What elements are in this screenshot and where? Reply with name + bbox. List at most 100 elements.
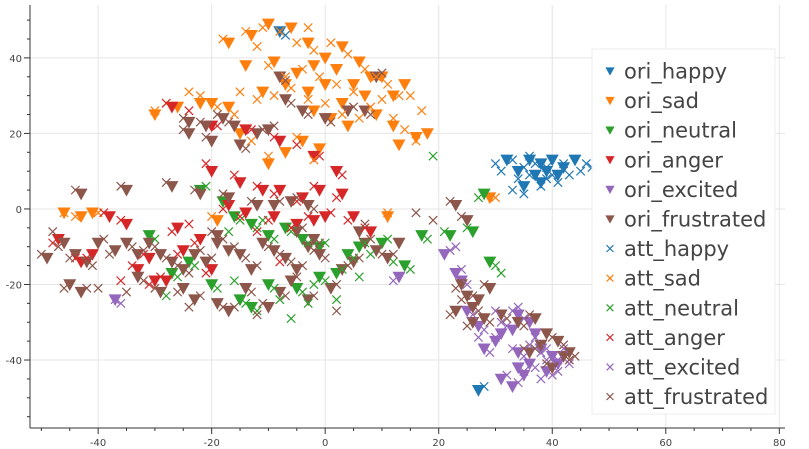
point-att-sad <box>411 136 421 146</box>
point-att-frustrated <box>519 321 529 331</box>
point-ori-frustrated <box>120 184 134 197</box>
point-att-excited <box>502 370 512 380</box>
point-ori-sad <box>261 158 275 171</box>
point-att-neutral <box>252 223 262 233</box>
point-att-sad <box>292 38 302 48</box>
point-att-sad <box>258 23 268 33</box>
point-att-frustrated <box>246 287 257 297</box>
series-ori-frustrated <box>40 71 576 375</box>
point-att-happy <box>530 159 540 169</box>
point-ori-neutral <box>205 279 219 291</box>
point-att-neutral <box>235 215 245 225</box>
point-ori-neutral <box>375 237 389 250</box>
point-att-frustrated <box>297 223 308 233</box>
point-ori-happy <box>545 154 559 167</box>
series-att-frustrated <box>36 68 580 369</box>
point-ori-sad <box>222 37 236 50</box>
point-att-excited <box>451 242 461 252</box>
point-ori-neutral <box>290 283 304 295</box>
point-ori-frustrated <box>256 237 270 250</box>
point-ori-frustrated <box>182 128 196 140</box>
point-ori-sad <box>284 22 298 35</box>
point-ori-excited <box>528 328 542 341</box>
point-att-neutral <box>422 234 432 244</box>
point-att-neutral <box>405 264 415 274</box>
point-ori-neutral <box>398 260 412 273</box>
point-att-frustrated <box>252 310 262 320</box>
point-ori-frustrated <box>301 199 315 212</box>
legend-box <box>591 48 776 415</box>
point-ori-frustrated <box>210 237 224 250</box>
point-att-neutral <box>229 276 239 286</box>
point-ori-excited <box>511 347 525 359</box>
point-att-frustrated <box>116 181 126 191</box>
point-ori-neutral <box>142 230 156 242</box>
point-ori-frustrated <box>239 283 253 295</box>
point-ori-frustrated <box>193 188 207 201</box>
point-att-frustrated <box>241 143 251 154</box>
point-att-sad <box>490 192 501 203</box>
point-att-excited <box>110 294 120 305</box>
point-ori-excited <box>494 328 508 341</box>
point-ori-frustrated <box>301 241 315 254</box>
point-att-happy <box>513 174 523 184</box>
point-att-frustrated <box>275 196 285 207</box>
point-ori-frustrated <box>460 215 474 227</box>
point-att-excited <box>519 366 529 376</box>
point-att-sad <box>337 109 347 120</box>
legend-item-ori-excited-label: ori_excited <box>624 178 738 203</box>
point-ori-sad <box>352 56 366 69</box>
point-att-neutral <box>275 294 285 305</box>
point-att-anger <box>116 276 126 286</box>
series-ori-happy <box>273 26 582 397</box>
point-att-excited <box>519 313 529 324</box>
point-att-frustrated <box>138 276 149 286</box>
legend-item-att-sad-marker <box>606 274 614 283</box>
legend-item-att-anger-label: att_anger <box>624 326 725 351</box>
point-ori-frustrated <box>511 317 525 329</box>
point-att-anger <box>184 106 194 116</box>
point-ori-happy <box>568 154 582 167</box>
point-att-anger <box>337 170 347 180</box>
point-ori-sad <box>301 86 315 99</box>
point-att-sad <box>417 106 427 116</box>
point-att-excited <box>541 355 552 365</box>
point-att-frustrated <box>121 287 132 297</box>
point-att-excited <box>485 347 495 358</box>
point-ori-frustrated <box>182 116 196 129</box>
legend-item-ori-anger-marker <box>605 156 615 165</box>
point-att-happy <box>576 166 586 176</box>
point-ori-frustrated <box>176 264 190 276</box>
point-ori-sad <box>290 67 304 80</box>
point-att-excited <box>456 264 467 274</box>
point-ori-frustrated <box>250 128 264 140</box>
point-att-excited <box>547 370 557 380</box>
point-ori-frustrated <box>466 301 480 314</box>
point-att-frustrated <box>326 117 336 127</box>
series-att-sad <box>59 23 501 222</box>
point-att-neutral <box>320 276 330 286</box>
point-att-anger <box>172 249 183 259</box>
legend-item-ori-anger-label: ori_anger <box>624 148 723 173</box>
point-att-anger <box>303 211 313 222</box>
x-tick-label: 40 <box>546 438 559 449</box>
series-att-excited <box>110 242 574 388</box>
point-ori-sad <box>386 120 400 133</box>
point-att-excited <box>558 344 569 354</box>
point-att-frustrated <box>246 196 257 207</box>
point-ori-anger <box>307 215 321 227</box>
point-ori-excited <box>488 335 502 348</box>
point-att-frustrated <box>189 185 200 195</box>
point-ori-sad <box>398 79 412 91</box>
legend-item-att-neutral: att_neutral <box>606 296 739 321</box>
point-ori-frustrated <box>222 245 236 257</box>
point-ori-sad <box>244 30 258 42</box>
point-att-neutral <box>150 234 160 244</box>
point-ori-excited <box>545 351 559 363</box>
point-ori-sad <box>222 101 236 114</box>
point-ori-sad <box>256 86 270 99</box>
point-att-happy <box>519 162 529 173</box>
legend-item-att-excited-marker <box>606 363 614 371</box>
legend-item-ori-anger: ori_anger <box>605 148 723 173</box>
point-att-neutral <box>303 238 313 248</box>
